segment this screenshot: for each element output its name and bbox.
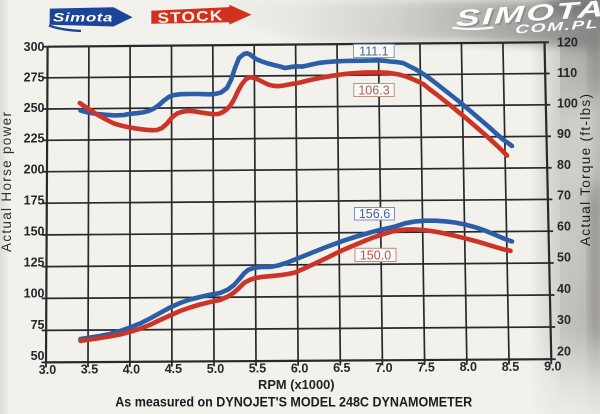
svg-text:7.0: 7.0 [375,361,392,375]
svg-text:7.5: 7.5 [417,361,434,375]
svg-text:125: 125 [24,255,45,269]
svg-text:Actual Torque (ft-lbs): Actual Torque (ft-lbs) [578,94,593,246]
svg-text:275: 275 [24,70,45,84]
svg-text:8.5: 8.5 [502,360,519,374]
svg-text:6.0: 6.0 [291,361,308,375]
svg-text:Actual Horse power: Actual Horse power [0,112,14,253]
svg-text:106.3: 106.3 [358,83,389,97]
svg-text:4.5: 4.5 [165,362,182,376]
svg-text:3.0: 3.0 [39,363,56,377]
svg-text:150: 150 [24,224,45,238]
svg-text:40: 40 [557,282,571,296]
svg-text:225: 225 [24,132,45,146]
svg-text:111.1: 111.1 [359,44,388,58]
svg-text:4.0: 4.0 [123,362,140,376]
svg-text:9.0: 9.0 [544,360,561,374]
svg-text:COM.PL: COM.PL [515,17,599,37]
svg-text:8.0: 8.0 [460,360,477,374]
svg-text:175: 175 [24,193,45,207]
svg-text:30: 30 [557,313,571,327]
svg-text:5.5: 5.5 [249,362,266,376]
svg-text:150.0: 150.0 [360,248,391,262]
svg-text:80: 80 [557,158,571,172]
svg-text:100: 100 [24,287,45,301]
svg-text:70: 70 [557,189,571,203]
svg-text:120: 120 [557,36,578,50]
svg-text:90: 90 [557,127,571,141]
svg-text:75: 75 [31,318,45,332]
svg-text:RPM (x1000): RPM (x1000) [258,377,335,392]
svg-text:5.0: 5.0 [207,362,224,376]
svg-text:100: 100 [557,97,578,111]
svg-text:250: 250 [24,101,45,115]
svg-text:STOCK: STOCK [157,8,224,27]
svg-text:110: 110 [557,66,577,80]
svg-text:300: 300 [24,40,45,54]
svg-text:20: 20 [557,345,571,359]
svg-text:3.5: 3.5 [81,363,98,377]
svg-text:200: 200 [24,162,45,176]
svg-text:Simota: Simota [53,10,113,24]
svg-text:156.6: 156.6 [359,207,390,221]
svg-text:50: 50 [31,349,45,363]
svg-text:60: 60 [557,220,571,234]
svg-text:6.5: 6.5 [333,361,350,375]
svg-text:As measured on DYNOJET'S MODEL: As measured on DYNOJET'S MODEL 248C DYNA… [115,395,472,410]
svg-text:50: 50 [557,251,571,265]
